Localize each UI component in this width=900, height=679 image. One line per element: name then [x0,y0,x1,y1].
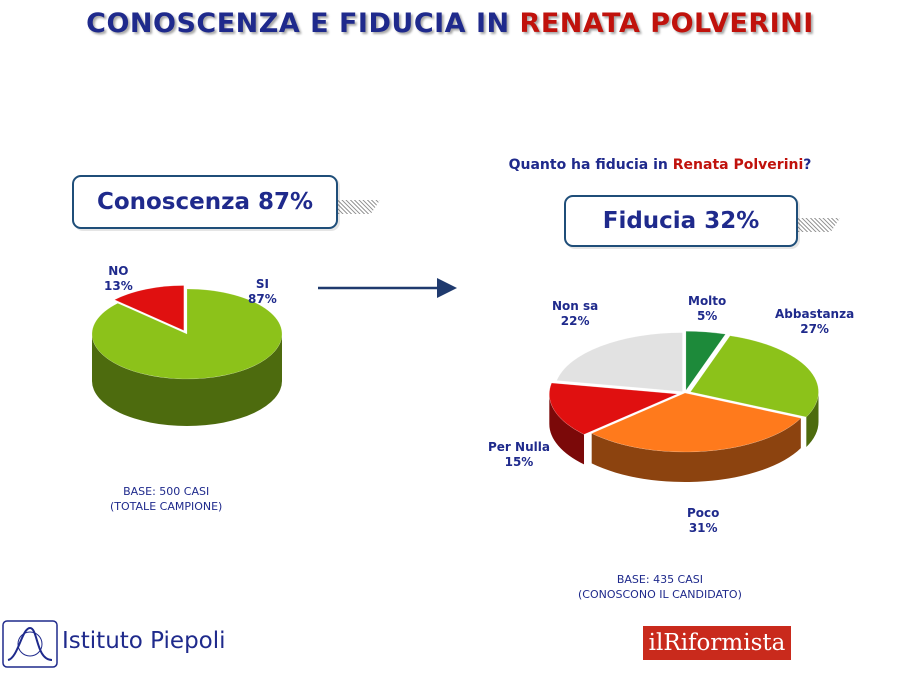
base-note-left: BASE: 500 CASI (TOTALE CAMPIONE) [110,485,223,513]
label-si: SI 87% [248,277,277,306]
pie-slice-no [113,285,185,331]
chart-question: Quanto ha fiducia in Renata Polverini? [508,157,812,173]
pie-slice-side [549,394,585,465]
pie-slice-side [92,334,282,426]
pie-slice-abbastanza [690,335,819,418]
label-poco: Poco 31% [687,506,720,535]
label-no: NO 13% [104,264,133,293]
page-title: CONOSCENZA E FIDUCIA IN RENATA POLVERINI [86,8,814,39]
label-molto: Molto 5% [688,294,727,323]
pie-slice-si [91,288,283,380]
pie-slice-non-sa [556,332,683,392]
pie-slice-side [806,391,819,448]
fiducia-callout: Fiducia 32% [564,195,798,247]
piepoli-logo-text: Istituto Piepoli [62,628,226,654]
label-non-sa: Non sa 22% [552,299,599,328]
riformista-logo: ilRiformista [643,626,791,660]
conoscenza-callout: Conoscenza 87% [72,175,338,229]
piepoli-logo-icon [2,620,58,668]
pie-slice-molto [685,331,726,392]
pie-slice-poco [591,392,802,453]
pie-slice-side [591,418,801,482]
callout-shadow [334,200,380,214]
pie-slice-per-nulla [549,382,678,435]
label-abbastanza: Abbastanza 27% [775,307,855,336]
label-per-nulla: Per Nulla 15% [488,440,550,469]
callout-shadow [794,218,840,232]
base-note-right: BASE: 435 CASI (CONOSCONO IL CANDIDATO) [578,573,742,601]
